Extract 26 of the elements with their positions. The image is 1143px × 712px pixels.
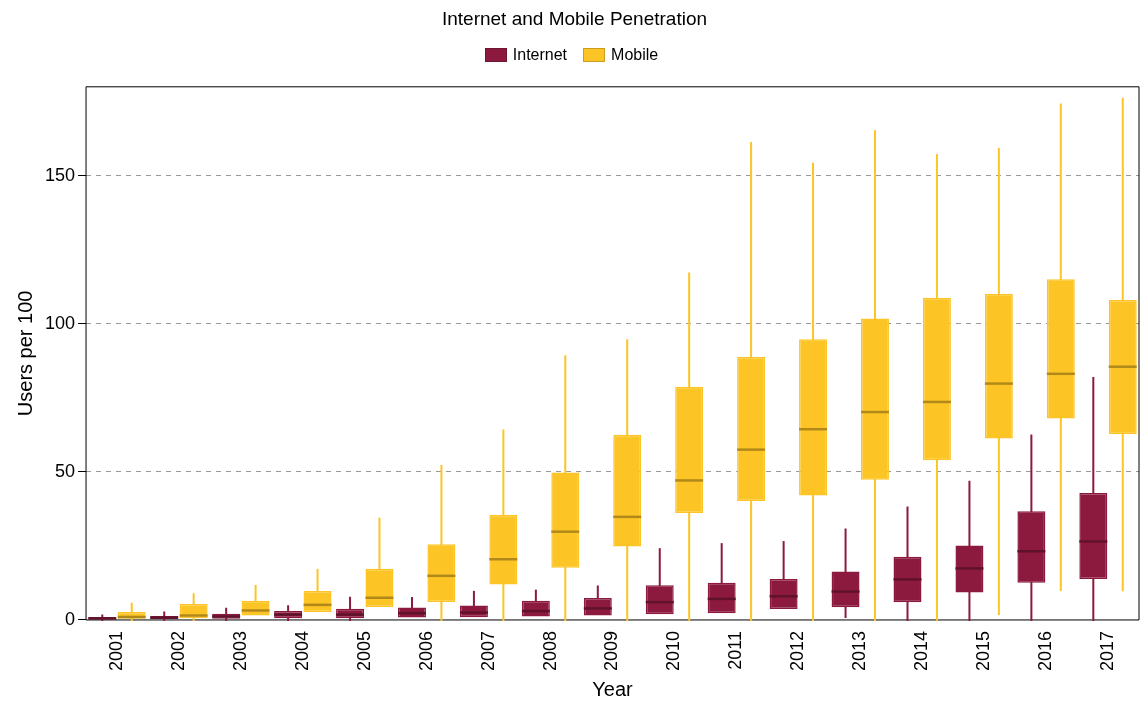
- x-tick-label: 2010: [663, 630, 684, 671]
- x-tick-label: 2002: [167, 630, 188, 671]
- y-tick-label: 0: [65, 608, 76, 629]
- x-tick-label: 2009: [601, 630, 622, 671]
- y-tick-label: 150: [44, 164, 76, 185]
- x-tick-label: 2013: [849, 630, 870, 671]
- x-tick-label: 2003: [229, 630, 250, 671]
- x-tick-label: 2005: [353, 630, 374, 671]
- y-tick-label: 50: [55, 460, 76, 481]
- x-tick-label: 2016: [1035, 630, 1056, 671]
- x-tick-label: 2006: [415, 630, 436, 671]
- y-axis-title: Users per 100: [13, 290, 36, 417]
- x-tick-label: 2014: [911, 630, 932, 671]
- x-tick-label: 2011: [725, 630, 746, 670]
- legend-label: Internet: [512, 46, 568, 64]
- x-tick-label: 2001: [105, 630, 126, 671]
- legend-label: Mobile: [611, 46, 659, 64]
- x-tick-label: 2015: [973, 630, 994, 671]
- y-tick-label: 100: [44, 312, 76, 333]
- x-tick-label: 2007: [477, 630, 498, 671]
- chart-title: Internet and Mobile Penetration: [441, 7, 708, 29]
- x-tick-label: 2008: [539, 630, 560, 671]
- x-axis-title: Year: [592, 677, 634, 700]
- x-tick-label: 2017: [1097, 630, 1117, 671]
- x-tick-label: 2012: [787, 630, 808, 671]
- x-tick-label: 2004: [291, 630, 312, 671]
